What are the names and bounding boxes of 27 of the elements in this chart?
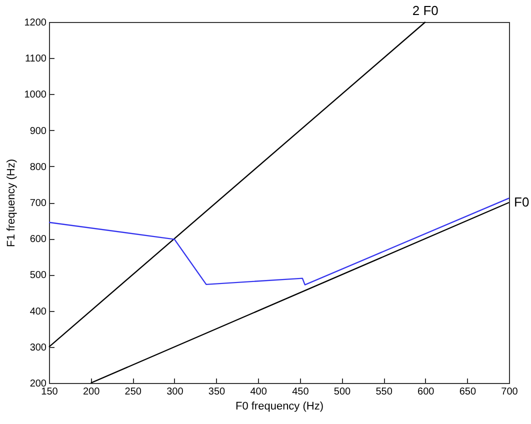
x-tick-label: 500 xyxy=(334,386,352,398)
x-tick-label: 600 xyxy=(418,386,435,398)
y-tick-label: 1000 xyxy=(24,90,47,101)
y-tick-label: 300 xyxy=(30,342,47,354)
x-tick-label: 200 xyxy=(82,386,100,398)
x-tick-label: 250 xyxy=(124,386,142,398)
y-tick-label: 900 xyxy=(30,126,47,137)
y-tick-label: 700 xyxy=(30,198,47,209)
x-tick-label: 550 xyxy=(376,386,393,398)
x-tick-label: 300 xyxy=(166,386,184,398)
y-tick-label: 1200 xyxy=(24,18,47,28)
annotation: F0 xyxy=(514,194,530,210)
y-tick-label: 1100 xyxy=(24,54,47,65)
x-tick-label: 350 xyxy=(208,386,226,398)
x-tick-label: 650 xyxy=(459,386,476,398)
x-axis-title: F0 frequency (Hz) xyxy=(235,400,324,412)
y-tick-label: 800 xyxy=(30,162,47,173)
x-tick-label: 700 xyxy=(501,386,518,398)
x-tick-label: 450 xyxy=(292,386,310,398)
y-tick-label: 600 xyxy=(30,234,47,246)
annotation: 2 F0 xyxy=(412,3,438,18)
y-tick-label: 400 xyxy=(30,306,47,318)
x-tick-label: 400 xyxy=(250,386,268,398)
y-tick-label: 500 xyxy=(30,270,47,282)
y-axis-title: F1 frequency (Hz) xyxy=(5,158,18,248)
line-series xyxy=(48,198,510,286)
x-tick-label: 150 xyxy=(41,386,58,398)
